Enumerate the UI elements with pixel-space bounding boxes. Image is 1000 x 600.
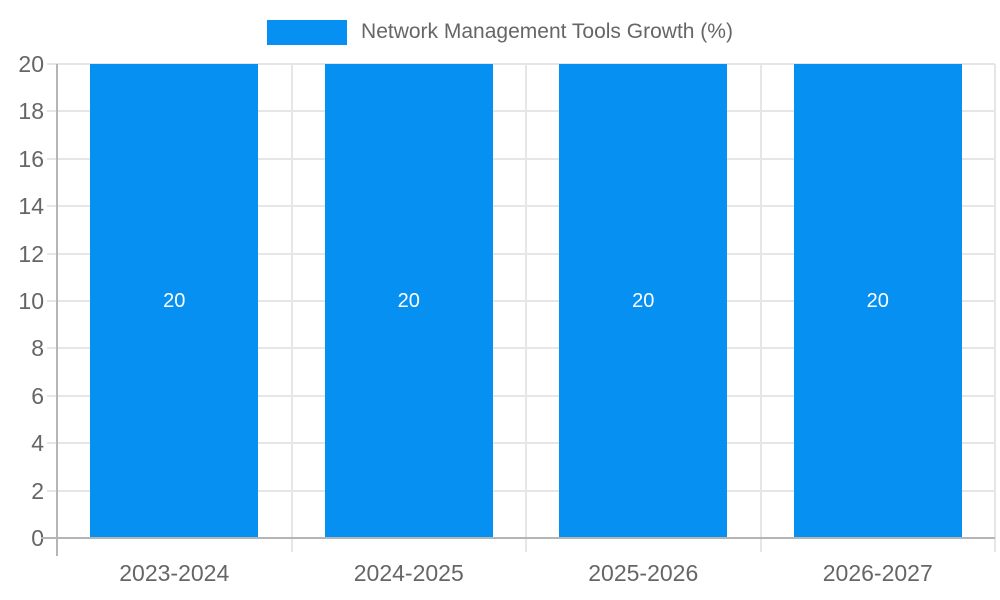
bar-value-label: 20 [397,290,420,312]
gridline-horizontal [47,252,995,255]
gridline-horizontal [47,489,995,492]
chart-title: Network Management Tools Growth (%) [361,20,733,43]
gridline-horizontal [47,157,995,160]
y-tick-label: 4 [31,430,44,457]
bar-value-label: 20 [632,290,655,312]
bar[interactable] [793,64,962,538]
gridline-horizontal [47,110,995,113]
gridline-horizontal [47,442,995,445]
y-axis-line [56,64,58,556]
y-tick-label: 18 [18,98,44,125]
y-tick-label: 10 [18,288,44,314]
y-tick-label: 16 [18,145,44,172]
x-tick-label: 2023-2024 [119,560,230,586]
bar[interactable] [324,64,493,538]
y-tick-label: 20 [18,51,44,77]
gridline-vertical [290,64,293,552]
y-tick-label: 8 [31,335,44,362]
y-tick-label: 2 [31,477,44,504]
gridline-vertical [994,64,996,552]
x-tick-label: 2026-2027 [822,560,933,586]
bar-value-label: 20 [866,290,889,312]
legend-item[interactable]: Network Management Tools Growth (%) [0,16,1000,48]
gridline-horizontal [47,394,995,397]
y-tick-label: 14 [18,193,44,220]
gridline-horizontal [47,300,995,302]
bar[interactable] [559,64,728,538]
legend-swatch [267,19,348,45]
y-tick-label: 6 [31,382,44,409]
y-tick-label: 12 [18,240,44,267]
gridline-vertical [525,64,527,552]
bar[interactable] [90,64,259,538]
gridline-vertical [759,64,762,552]
bar-value-label: 20 [163,290,186,312]
gridline-horizontal [47,205,995,208]
x-tick-label: 2024-2025 [353,560,464,586]
y-tick-label: 0 [31,525,44,551]
x-axis-line [41,537,995,539]
gridline-horizontal [47,63,995,65]
x-tick-label: 2025-2026 [588,560,699,586]
gridline-horizontal [47,347,995,350]
